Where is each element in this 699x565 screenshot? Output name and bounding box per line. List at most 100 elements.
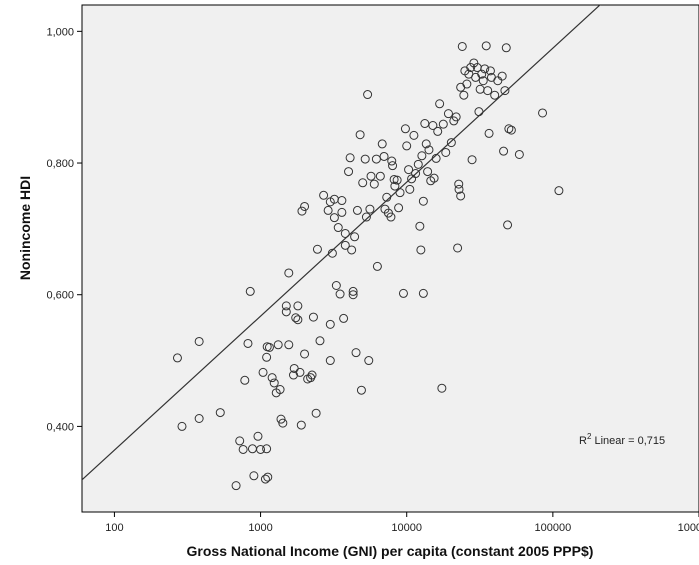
data-point [481,41,491,51]
data-point [431,153,441,163]
data-point [469,58,479,68]
data-point [276,414,286,424]
data-point [364,356,374,366]
data-point [363,90,373,100]
data-point [361,212,371,222]
y-axis: 0,400 0,600 0,800 1,000 [46,26,82,433]
data-point [433,126,443,136]
data-point [238,444,248,454]
y-axis-title: Nonincome HDI [17,176,33,280]
data-point [288,370,298,380]
x-axis-title: Gross National Income (GNI) per capita (… [187,543,594,559]
data-point [428,120,438,130]
data-point [451,112,461,122]
data-point [356,385,366,395]
data-point [281,301,291,311]
data-point [418,196,428,206]
data-point [293,301,303,311]
data-point [258,367,268,377]
data-point [344,167,354,177]
data-point [351,348,361,358]
data-point [260,474,270,484]
data-point [284,268,294,278]
data-point [389,174,399,184]
data-point [337,196,347,206]
data-point [243,338,253,348]
x-tick-label: 100 [105,522,123,534]
data-point [457,41,467,51]
data-point [300,201,310,211]
y-tick-label: 0,800 [46,158,74,170]
data-point [331,280,341,290]
data-point [365,204,375,214]
data-point [275,385,285,395]
data-point [387,156,397,166]
data-point [315,336,325,346]
data-point [497,71,507,81]
data-point [437,383,447,393]
data-point [323,205,333,215]
data-point [454,184,464,194]
data-point [297,206,307,216]
data-point [339,313,349,323]
data-point [485,66,495,76]
data-point [379,151,389,161]
data-point [443,109,453,119]
data-point [300,349,310,359]
data-point [404,165,414,175]
y-tick-label: 1,000 [46,26,74,38]
data-point [446,138,456,148]
data-point [506,125,516,135]
data-point [504,124,514,134]
annotation-r2: R2 Linear = 0,715 [579,432,665,447]
data-point [483,86,493,96]
data-point [340,240,350,250]
data-point [416,245,426,255]
data-point [467,155,477,165]
data-point [307,370,317,380]
data-point [438,119,448,129]
data-point [369,179,379,189]
data-point [245,286,255,296]
data-point [262,444,272,454]
x-axis: 100 1000 10000 100000 1000000 [105,512,699,534]
data-point [462,79,472,89]
data-point [400,124,410,134]
data-point [296,420,306,430]
data-point [474,107,484,117]
data-point [390,181,400,191]
data-point [337,207,347,217]
data-point [499,146,509,156]
data-point [435,99,445,109]
data-point [269,378,279,388]
data-point [312,244,322,254]
data-point [394,203,404,213]
data-point [352,205,362,215]
data-point [411,169,421,179]
data-point [335,289,345,299]
data-point [413,159,423,169]
data-point [554,186,564,196]
data-point [172,353,182,363]
data-point [240,375,250,385]
data-point [423,167,433,177]
data-point [345,153,355,163]
data-point [421,139,431,149]
data-point [420,119,430,129]
annotation-r2-text: Linear = 0,715 [591,435,665,447]
data-point [478,76,488,86]
data-point [340,228,350,238]
y-tick-label: 0,600 [46,290,74,302]
data-point [291,313,301,323]
data-point [503,220,513,230]
data-point [278,418,288,428]
data-point [319,190,329,200]
data-point [360,154,370,164]
data-point [333,223,343,233]
data-point [311,408,321,418]
data-point [306,373,316,383]
data-point [263,472,273,482]
data-point [402,141,412,151]
data-point [267,373,277,383]
